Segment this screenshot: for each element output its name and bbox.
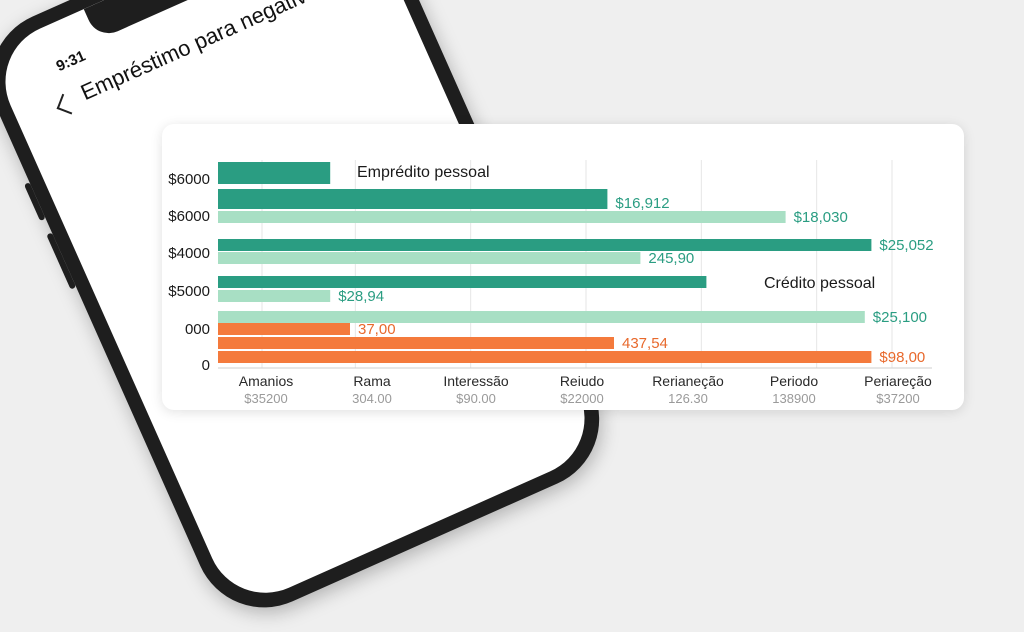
bar	[218, 337, 614, 349]
x-sublabel: $35200	[244, 391, 287, 406]
x-sublabel: 304.00	[352, 391, 392, 406]
y-tick-label: $5000	[168, 283, 210, 300]
bar-value-label: $98,00	[879, 349, 925, 366]
bar-value-label: 37,00	[358, 321, 396, 338]
chart-annotation: Emprédito pessoal	[357, 164, 490, 181]
y-tick-label: $6000	[168, 208, 210, 225]
x-sublabel: 138900	[772, 391, 815, 406]
status-time: 9:31	[53, 47, 89, 76]
bar	[218, 252, 641, 264]
bar	[218, 211, 786, 223]
y-tick-label: $4000	[168, 245, 210, 262]
x-sublabel: $22000	[560, 391, 603, 406]
x-category-label: Rama	[353, 373, 391, 389]
bar	[218, 276, 707, 288]
bar	[218, 323, 350, 335]
bar-value-label: $25,052	[879, 237, 933, 254]
x-category-label: Amanios	[239, 373, 293, 389]
y-tick-label: 000	[185, 321, 210, 338]
x-category-label: Reiudo	[560, 373, 605, 389]
chevron-left-icon[interactable]	[56, 93, 78, 115]
bar	[218, 311, 865, 323]
bar	[218, 189, 608, 209]
y-tick-label: 0	[202, 357, 210, 374]
bar-value-label: 437,54	[622, 335, 668, 352]
x-sublabel: 126.30	[668, 391, 708, 406]
bar	[218, 239, 872, 251]
x-sublabel: $90.00	[456, 391, 496, 406]
x-sublabel: $37200	[876, 391, 919, 406]
phone-side-button	[23, 182, 46, 222]
bar	[218, 351, 872, 363]
x-category-label: Periodo	[770, 373, 818, 389]
x-category-label: Periareção	[864, 373, 932, 389]
bar	[218, 162, 331, 184]
bar-value-label: 245,90	[648, 250, 694, 267]
bar-value-label: $28,94	[338, 288, 384, 305]
x-category-label: Interessão	[443, 373, 509, 389]
bar	[218, 290, 331, 302]
chart-card: $16,912 $18,030 $25,052 245,90 $28,94 $25,100…	[162, 124, 964, 410]
y-tick-label: $6000	[168, 171, 210, 188]
x-category-label: Rerianeção	[652, 373, 724, 389]
bar-value-label: $16,912	[615, 195, 669, 212]
bar-value-label: $25,100	[873, 309, 927, 326]
bar-chart: $16,912 $18,030 $25,052 245,90 $28,94 $25,100…	[168, 160, 934, 406]
bar-value-label: $18,030	[794, 209, 848, 226]
chart-annotation: Crédito pessoal	[764, 275, 875, 292]
